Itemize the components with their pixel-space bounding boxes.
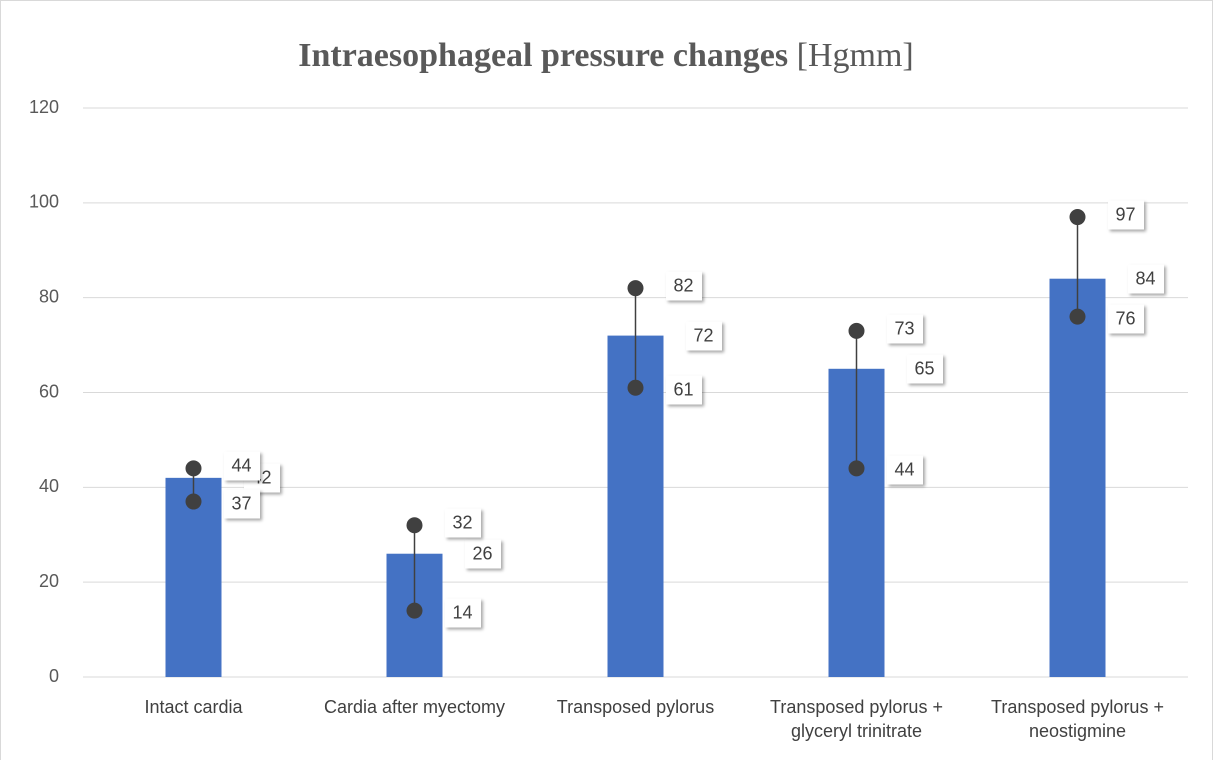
y-tick-label: 20 [39,571,59,591]
title-unit: [Hgmm] [797,37,914,74]
low-marker [185,493,202,510]
bar [1049,278,1106,677]
y-tick-label: 100 [29,192,59,212]
high-label: 82 [665,271,702,301]
x-tick-label: Transposed pylorus + glyceryl trinitrate [770,697,943,741]
x-tick-label: Transposed pylorus + neostigmine [991,697,1164,741]
low-marker [1069,308,1086,325]
bar [165,477,222,677]
high-marker [848,322,865,339]
low-marker [627,379,644,396]
high-label: 73 [886,314,923,344]
high-label: 44 [223,451,260,481]
title-main: Intraesophageal pressure changes [298,37,788,74]
low-marker [406,602,423,619]
y-tick-label: 40 [39,476,59,496]
high-marker [406,517,423,534]
x-tick-label: Transposed pylorus [556,697,715,717]
y-tick-label: 120 [29,97,59,117]
value-label: 65 [906,354,943,384]
value-label: 26 [464,539,501,569]
y-tick-label: 80 [39,286,59,306]
x-tick-label: Cardia after myectomy [323,697,506,717]
x-tick-label: Intact cardia [144,697,243,717]
low-label: 37 [223,489,260,519]
low-marker [848,460,865,477]
y-tick-label: 60 [39,381,59,401]
high-marker [185,460,202,477]
value-label: 84 [1127,264,1164,294]
chart-title: Intraesophageal pressure changes [Hgmm] [298,37,913,74]
value-label: 72 [685,321,722,351]
high-label: 97 [1107,200,1144,230]
low-label: 44 [886,455,923,485]
low-label: 61 [665,375,702,405]
high-marker [627,280,644,297]
low-label: 76 [1107,304,1144,334]
high-marker [1069,209,1086,226]
y-tick-label: 0 [49,666,59,686]
low-label: 14 [444,598,481,628]
high-label: 32 [444,508,481,538]
